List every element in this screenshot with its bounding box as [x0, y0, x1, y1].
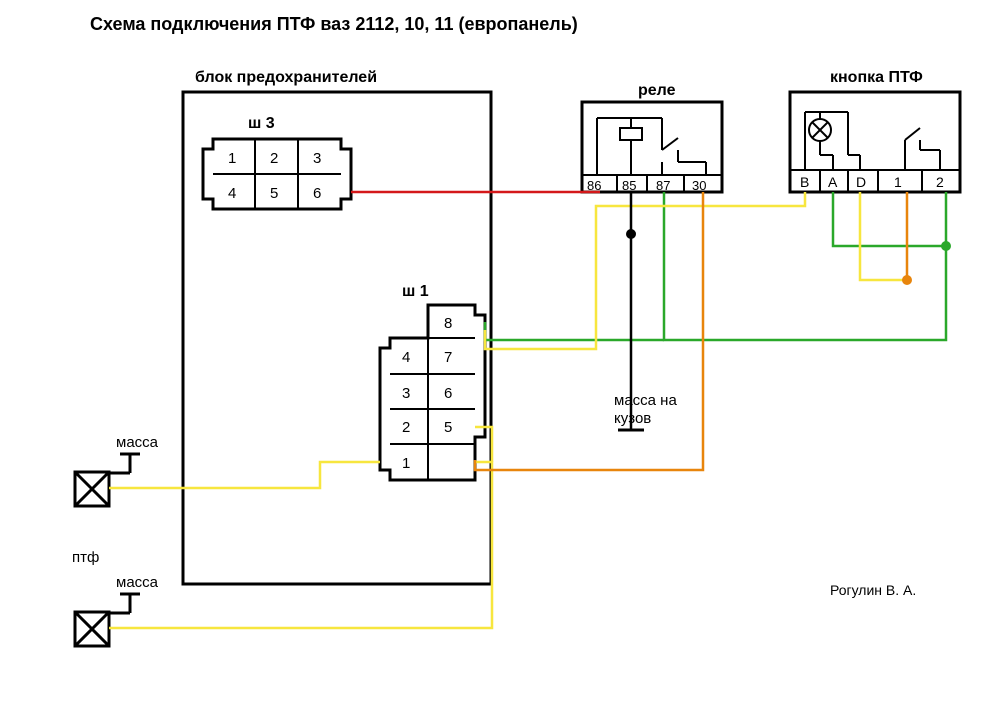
button-pin-B: B — [800, 174, 809, 190]
sh1-pin-6: 6 — [444, 385, 452, 402]
sh3-pin-3: 3 — [313, 150, 321, 167]
button-pin-2: 2 — [936, 174, 944, 190]
ground-label-1: масса — [116, 434, 159, 451]
ptf-lamp-2 — [75, 594, 140, 646]
node-green — [941, 241, 951, 251]
wire-orange-1 — [475, 192, 703, 470]
button-pin-1: 1 — [894, 174, 902, 190]
relay-box: 86 85 87 30 — [582, 102, 722, 193]
sh3-pin-1: 1 — [228, 150, 236, 167]
relay-pin-87: 87 — [656, 178, 670, 193]
author-label: Рогулин В. А. — [830, 582, 916, 598]
node-black — [626, 229, 636, 239]
sh3-pin-4: 4 — [228, 185, 236, 202]
sh1-pin-8: 8 — [444, 315, 452, 332]
sh1-label: ш 1 — [402, 283, 429, 300]
wire-yellow-3 — [109, 462, 380, 488]
sh1-pin-5: 5 — [444, 419, 452, 436]
sh3-connector: 1 2 3 4 5 6 — [203, 139, 351, 209]
ptf-label: птф — [72, 549, 99, 566]
ground-body-label-2: кузов — [614, 410, 651, 427]
sh1-connector: 4 3 2 1 8 7 6 5 — [380, 305, 485, 480]
sh1-pin-7: 7 — [444, 349, 452, 366]
ptf-lamp-1 — [75, 454, 140, 506]
relay-pin-85: 85 — [622, 178, 636, 193]
wire-yellow-1 — [485, 192, 805, 349]
diagram-title: Схема подключения ПТФ ваз 2112, 10, 11 (… — [90, 14, 578, 34]
relay-pin-30: 30 — [692, 178, 706, 193]
button-box: B A D 1 2 — [790, 92, 960, 192]
sh3-pin-5: 5 — [270, 185, 278, 202]
wire-green-1 — [664, 192, 946, 340]
sh1-pin-4: 4 — [402, 349, 410, 366]
sh1-pin-1: 1 — [402, 455, 410, 472]
ground-body-label-1: масса на — [614, 392, 677, 409]
sh1-pin-3: 3 — [402, 385, 410, 402]
wire-green-3 — [833, 192, 946, 246]
wiring-diagram: Схема подключения ПТФ ваз 2112, 10, 11 (… — [0, 0, 994, 720]
fuse-block-label: блок предохранителей — [195, 69, 377, 86]
button-pin-A: A — [828, 174, 838, 190]
sh3-pin-6: 6 — [313, 185, 321, 202]
sh1-pin-2: 2 — [402, 419, 410, 436]
button-label: кнопка ПТФ — [830, 69, 923, 86]
relay-label: реле — [638, 82, 676, 99]
node-orange — [902, 275, 912, 285]
sh3-pin-2: 2 — [270, 150, 278, 167]
button-pin-D: D — [856, 174, 866, 190]
sh3-label: ш 3 — [248, 115, 275, 132]
wire-yellow-2 — [860, 192, 907, 280]
wire-green-2 — [485, 322, 664, 340]
ground-label-2: масса — [116, 574, 159, 591]
